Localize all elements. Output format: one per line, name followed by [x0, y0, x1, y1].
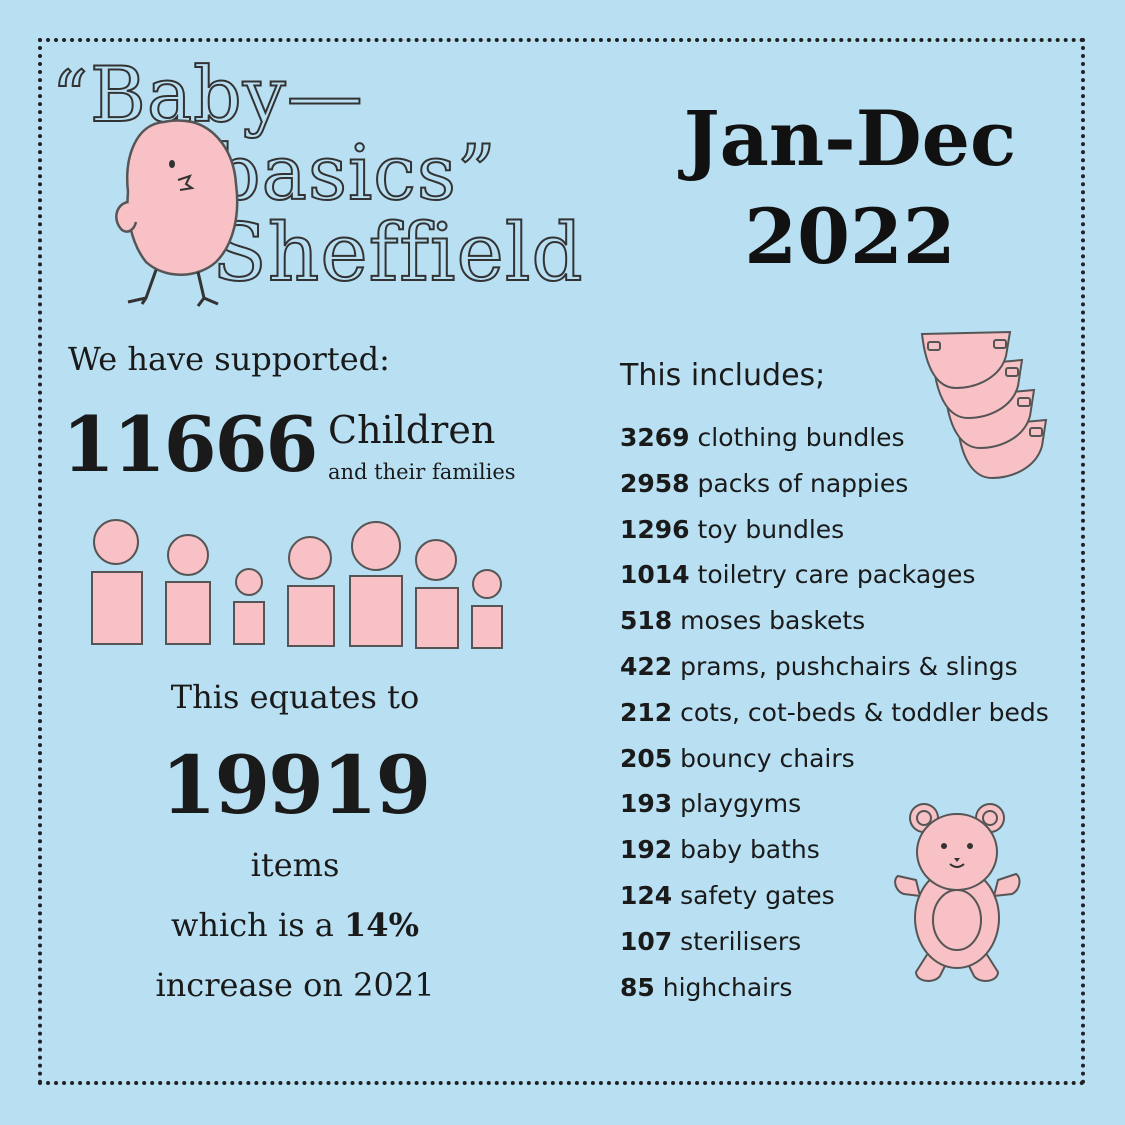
items-count: 19919	[160, 738, 431, 832]
list-item: 212 cots, cot-beds & toddler beds	[620, 690, 1049, 736]
list-item: 3269 clothing bundles	[620, 415, 1049, 461]
item-label: sterilisers	[680, 926, 802, 956]
list-item: 85 highchairs	[620, 965, 1049, 1011]
item-label: bouncy chairs	[680, 743, 855, 773]
item-count: 3269	[620, 423, 690, 452]
list-item: 192 baby baths	[620, 827, 1049, 873]
item-count: 518	[620, 606, 673, 636]
increase-percent: 14%	[344, 906, 419, 944]
supported-heading: We have supported:	[68, 340, 390, 378]
item-count: 85	[620, 972, 655, 1002]
item-label: clothing bundles	[697, 423, 905, 452]
item-count: 212	[620, 697, 673, 727]
list-item: 1296 toy bundles	[620, 507, 1049, 553]
item-count: 2958	[620, 468, 690, 498]
item-label: toiletry care packages	[697, 560, 976, 590]
list-item: 205 bouncy chairs	[620, 736, 1049, 782]
equates-heading: This equates to	[170, 678, 420, 716]
logo-line-sheffield: Sheffield	[211, 205, 584, 300]
item-label: baby baths	[680, 835, 820, 865]
includes-heading: This includes;	[620, 358, 826, 393]
item-count: 422	[620, 651, 673, 681]
period-title-line1: Jan-Dec	[683, 94, 1017, 183]
item-label: toy bundles	[697, 514, 845, 544]
item-count: 1296	[620, 514, 690, 544]
item-label: highchairs	[662, 972, 793, 1002]
item-count: 193	[620, 789, 673, 819]
logo: “ Baby— basics” Sheffield	[51, 49, 612, 307]
item-count: 192	[620, 835, 673, 865]
families-label: and their families	[328, 460, 516, 484]
increase-line-end: increase on 2021	[155, 966, 435, 1004]
children-label: Children	[328, 408, 496, 452]
item-count: 107	[620, 926, 673, 956]
children-count: 11666	[62, 400, 318, 489]
item-count: 205	[620, 743, 673, 773]
teddy-bear-icon	[894, 803, 1021, 982]
logo-line-baby: Baby—	[89, 49, 364, 140]
item-label: playgyms	[680, 789, 802, 819]
list-item: 2958 packs of nappies	[620, 461, 1049, 507]
nappy-stack-icon	[920, 330, 1048, 480]
item-label: packs of nappies	[697, 468, 909, 498]
item-label: prams, pushchairs & slings	[680, 651, 1018, 681]
period-title-line2: 2022	[744, 192, 956, 281]
item-count: 124	[620, 880, 673, 910]
logo-line-basics: basics”	[211, 127, 497, 218]
list-item: 518 moses baskets	[620, 598, 1049, 644]
logo-open-quote: “	[51, 55, 89, 139]
item-label: moses baskets	[680, 606, 866, 636]
list-item: 124 safety gates	[620, 873, 1049, 919]
items-label: items	[250, 846, 340, 884]
item-count: 1014	[620, 560, 690, 590]
list-item: 422 prams, pushchairs & slings	[620, 644, 1049, 690]
people-figures-icon	[91, 519, 503, 649]
list-item: 107 sterilisers	[620, 919, 1049, 965]
increase-line: which is a 14%	[45, 906, 545, 944]
dotted-border	[38, 38, 1085, 1085]
includes-list: 3269 clothing bundles 2958 packs of nappi…	[620, 415, 1049, 1010]
list-item: 193 playgyms	[620, 781, 1049, 827]
increase-prefix: which is a	[171, 906, 345, 944]
item-label: safety gates	[680, 880, 835, 910]
list-item: 1014 toiletry care packages	[620, 552, 1049, 598]
pink-chick-icon	[115, 119, 239, 307]
item-label: cots, cot-beds & toddler beds	[680, 697, 1049, 727]
